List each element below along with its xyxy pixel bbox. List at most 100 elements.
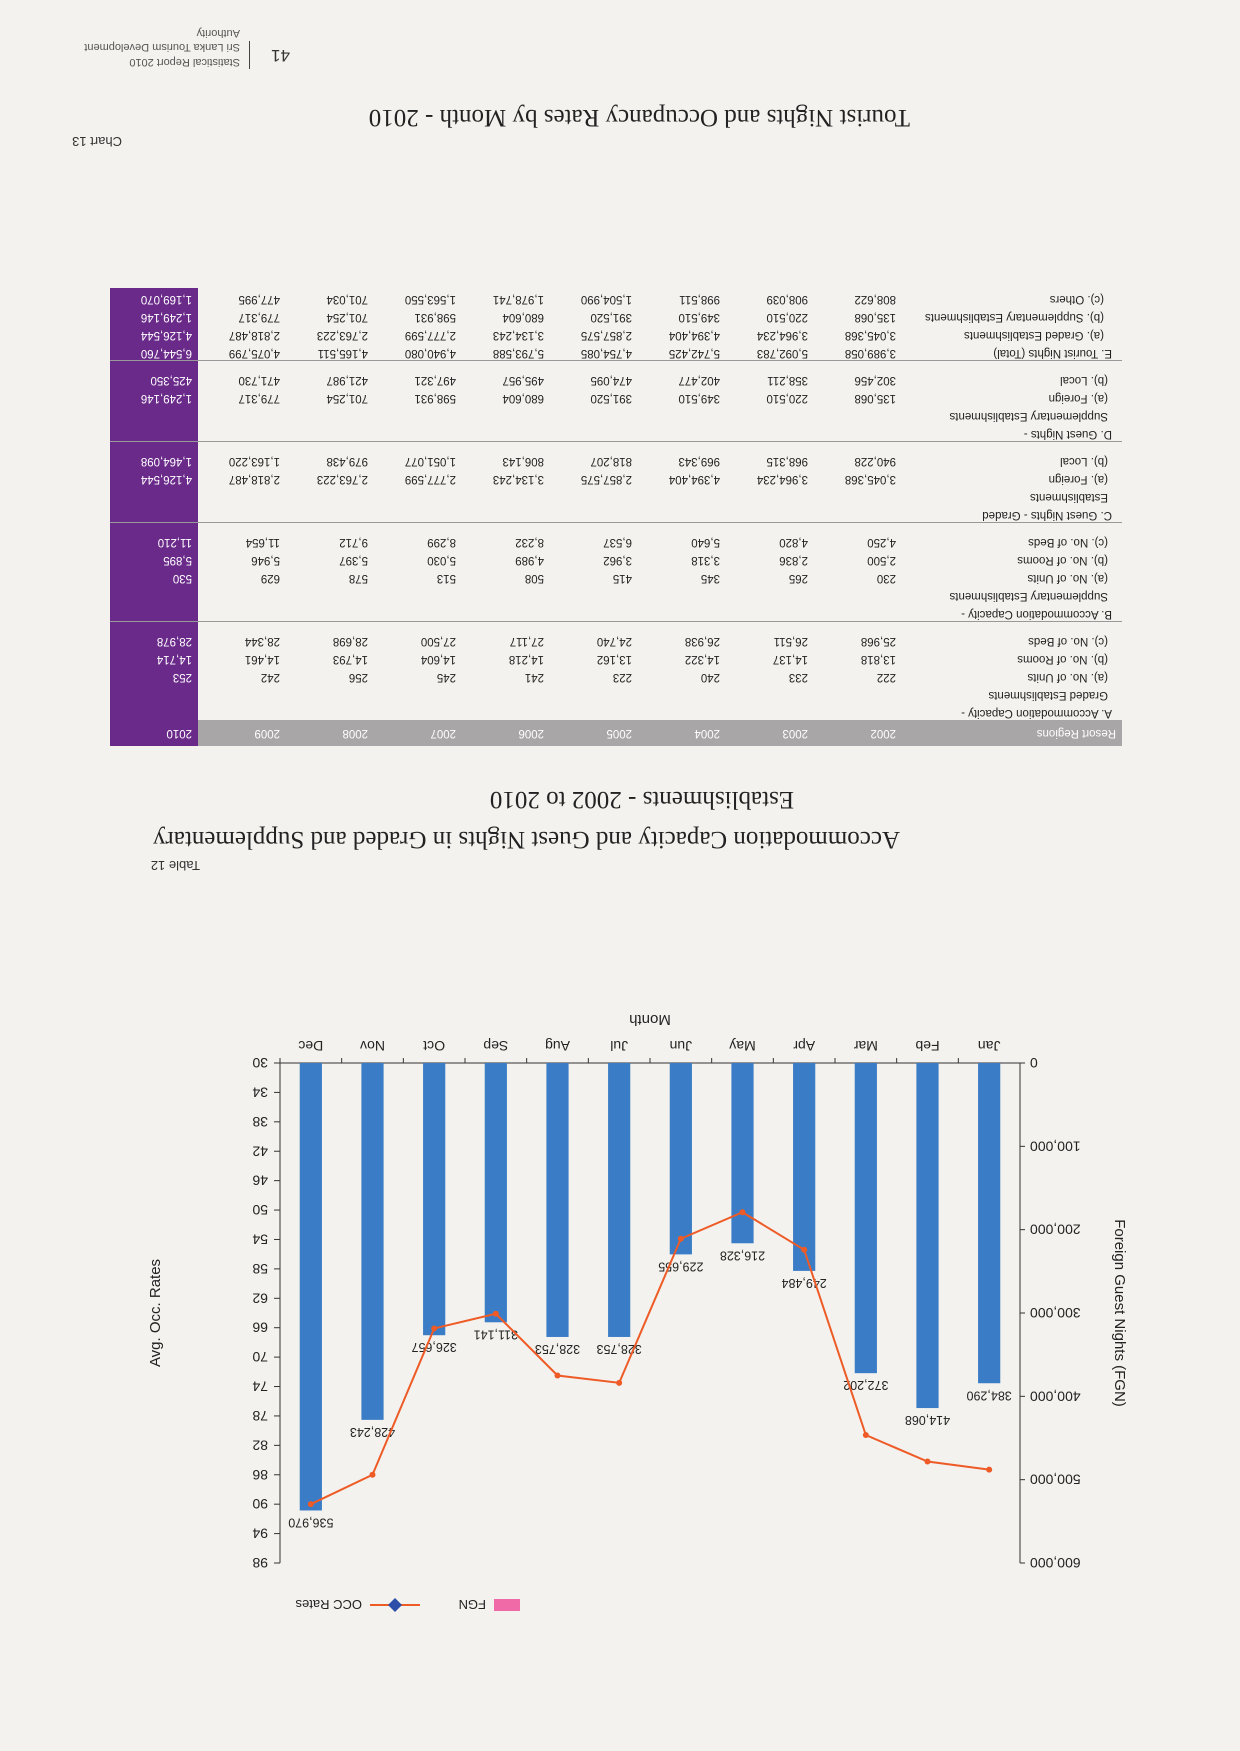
table-cell <box>374 405 462 423</box>
table-cell: 14,461 <box>244 653 280 665</box>
table-cell <box>286 486 374 504</box>
table-cell: 302,456 <box>854 374 896 386</box>
bar-fgn <box>793 1063 816 1271</box>
table-label: Table 12 <box>150 858 200 873</box>
table-cell: 3,045,368 <box>844 473 896 485</box>
table-cell: 497,321 <box>414 374 456 386</box>
table-cell: 9,712 <box>339 536 368 548</box>
table-cell <box>638 684 726 702</box>
table-cell <box>638 585 726 603</box>
table-cell: 28,344 <box>244 635 280 647</box>
table-cell <box>726 423 814 442</box>
table-cell <box>374 702 462 720</box>
y2-tick-label: 54 <box>252 1231 268 1247</box>
table-cell: 940,228 <box>854 455 896 467</box>
table-cell: 391,520 <box>590 311 632 323</box>
table-cell: 391,520 <box>590 392 632 404</box>
table-cell: 2,857,575 <box>580 473 632 485</box>
table-cell: 598,931 <box>414 311 456 323</box>
table-cell <box>110 585 198 603</box>
table-cell: 265 <box>788 572 808 584</box>
table-cell <box>110 423 198 442</box>
y2-axis-title: Avg. Occ. Rates <box>147 1259 164 1367</box>
table-cell: 3,962 <box>603 554 632 566</box>
table-row: B. Accommodation Capacity - <box>110 603 1122 622</box>
table-cell <box>462 486 550 504</box>
y2-tick-label: 58 <box>252 1261 268 1277</box>
table-cell <box>814 684 902 702</box>
x-tick-label: Mar <box>853 1038 877 1054</box>
table-cell: 26,938 <box>684 635 720 647</box>
table-spacer-row <box>110 441 1122 450</box>
table-cell: 680,604 <box>502 392 544 404</box>
y2-tick-label: 90 <box>252 1496 268 1512</box>
x-tick-label: Nov <box>360 1038 385 1054</box>
data-table: Resort Regions 2002 2003 2004 2005 2006 2007 20… <box>110 288 1122 746</box>
table-cell: 14,604 <box>420 653 456 665</box>
x-tick-label: Jun <box>670 1038 693 1054</box>
table-cell <box>198 684 286 702</box>
table-cell <box>726 702 814 720</box>
table-cell <box>110 684 198 702</box>
table-cell: 8,232 <box>515 536 544 548</box>
x-tick-label: Jan <box>978 1038 1001 1054</box>
row-label: Supplementary Establishments <box>949 590 1108 602</box>
table-cell: 1,464,098 <box>110 450 198 468</box>
table-cell: 1,249,146 <box>110 306 198 324</box>
table-cell <box>286 585 374 603</box>
table-cell: 5,640 <box>691 536 720 548</box>
fgn-occupancy-chart: 0 100,000 200,000 300,000 400,000 500,000 600,… <box>147 1011 1128 1612</box>
table-cell <box>638 486 726 504</box>
table-cell: 14,218 <box>508 653 544 665</box>
legend-occ-marker <box>388 1598 402 1612</box>
row-label: (c). Others <box>1049 293 1104 305</box>
table-cell <box>462 405 550 423</box>
page-number: 41 <box>271 46 290 65</box>
table-cell: 223 <box>612 671 632 683</box>
table-cell: 1,051,077 <box>404 455 456 467</box>
row-label: (a). No. of Units <box>1027 572 1108 584</box>
table-cell: 4,250 <box>867 536 896 548</box>
row-label: (b). Local <box>1060 374 1108 386</box>
occ-rate-point <box>616 1379 623 1386</box>
table-cell <box>110 504 198 523</box>
bar-fgn <box>546 1063 569 1337</box>
table-cell: 3,318 <box>691 554 720 566</box>
table-cell: 477,995 <box>238 293 280 305</box>
table-cell: 11,210 <box>110 531 198 549</box>
table-cell: 701,254 <box>326 311 368 323</box>
row-label: A. Accommodation Capacity - <box>961 707 1112 719</box>
bar-fgn <box>854 1063 877 1374</box>
bar-data-label: 216,328 <box>720 1248 765 1262</box>
table-row: E. Tourist Nights (Total) 3,989,058 5,092,… <box>110 342 1122 361</box>
table-cell: 5,793,588 <box>462 342 550 361</box>
table-cell: 245 <box>436 671 456 683</box>
header-year-2006: 2006 <box>462 720 550 746</box>
table-cell <box>198 702 286 720</box>
table-cell: 220,510 <box>766 311 808 323</box>
table-cell: 4,126,544 <box>110 468 198 486</box>
table-cell: 8,299 <box>427 536 456 548</box>
table-cell <box>814 405 902 423</box>
bar-fgn <box>423 1063 446 1336</box>
table-cell: 513 <box>436 572 456 584</box>
table-cell: 3,045,368 <box>844 329 896 341</box>
y2-tick-label: 74 <box>252 1379 268 1395</box>
table-cell <box>198 603 286 622</box>
row-label: (b). Local <box>1060 455 1108 467</box>
page-header: 41 Statistical Report 2010 Sri Lanka Tou… <box>75 21 1195 71</box>
table-row: (a). Graded Establishments 3,045,368 3,964… <box>110 324 1122 342</box>
occ-rate-point <box>677 1235 684 1242</box>
table-cell: 240 <box>700 671 720 683</box>
table-cell: 968,315 <box>766 455 808 467</box>
table-cell <box>286 702 374 720</box>
table-cell: 701,254 <box>326 392 368 404</box>
y-tick-label: 100,000 <box>1030 1138 1081 1154</box>
table-cell: 253 <box>110 666 198 684</box>
table-cell: 1,504,990 <box>580 293 632 305</box>
y-tick-label: 500,000 <box>1030 1472 1081 1488</box>
table-row: D. Guest Nights - <box>110 423 1122 442</box>
table-row: (a). No. of Units 222 233 240 223 241 245 256 24… <box>110 666 1122 684</box>
bar-fgn <box>299 1063 322 1511</box>
table-cell: 13,818 <box>860 653 896 665</box>
